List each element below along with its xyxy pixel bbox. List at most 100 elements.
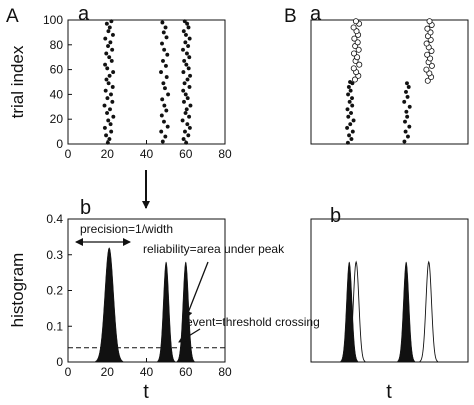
spike <box>405 114 410 119</box>
spike-open <box>423 40 430 47</box>
spike <box>345 125 350 130</box>
spike <box>108 92 113 97</box>
spike-open <box>428 62 435 69</box>
spike <box>160 58 165 63</box>
y-tick-label: 0.4 <box>46 212 63 226</box>
spike <box>349 110 354 115</box>
spike <box>183 40 188 45</box>
spike-open <box>354 39 361 46</box>
spike <box>187 55 192 60</box>
spike <box>183 32 188 37</box>
spike <box>102 103 107 108</box>
spike <box>184 62 189 67</box>
spike <box>345 107 350 112</box>
spike <box>104 21 109 26</box>
event-arrow <box>178 328 201 343</box>
plot-frame-Ba <box>310 19 469 145</box>
spike-open <box>351 76 358 83</box>
histogram-peak <box>95 247 124 363</box>
spike <box>107 137 112 142</box>
spike-open <box>427 29 434 36</box>
spike <box>164 75 169 80</box>
spike <box>105 66 110 71</box>
spike-open <box>350 24 357 31</box>
spike <box>109 58 114 63</box>
spike <box>105 110 110 115</box>
spike <box>404 109 409 114</box>
spike <box>181 99 186 104</box>
spike <box>160 97 165 102</box>
y-tick-label: 0 <box>56 355 63 369</box>
spike <box>186 25 191 30</box>
subpanel-label-Ba: a <box>310 3 322 25</box>
histogram-peak-open <box>346 260 366 363</box>
spike-open <box>355 46 362 53</box>
y-tick-label: 0.2 <box>46 284 63 298</box>
spike <box>348 79 353 84</box>
spike <box>110 84 115 89</box>
spike <box>107 55 112 60</box>
annotation-event: event=threshold crossing <box>186 315 320 329</box>
spike <box>164 35 169 40</box>
y-tick-label: 0.3 <box>46 248 63 262</box>
x-tick-label: 20 <box>101 147 115 161</box>
spike <box>103 36 108 41</box>
spike-open <box>424 77 431 84</box>
spike <box>106 29 111 34</box>
spike <box>405 94 410 99</box>
spike <box>182 19 187 24</box>
spike <box>403 119 408 124</box>
spike <box>161 30 166 35</box>
spike <box>347 133 352 138</box>
spike <box>181 29 186 34</box>
spike-open <box>424 51 431 58</box>
spike <box>159 70 164 75</box>
spike <box>163 134 168 139</box>
spike <box>345 140 350 145</box>
spike <box>110 99 115 104</box>
spike <box>107 25 112 30</box>
x-tick-label: 40 <box>140 147 154 161</box>
y-tick-label: 20 <box>50 112 64 126</box>
spike <box>164 108 169 113</box>
spike <box>402 139 407 144</box>
spike <box>182 129 187 134</box>
spike <box>347 99 352 104</box>
x-tick-label: 40 <box>140 365 154 379</box>
spike <box>104 51 109 56</box>
spike <box>188 73 193 78</box>
histogram-peak-filled <box>340 261 359 363</box>
spike-open <box>354 54 361 61</box>
spike <box>181 70 186 75</box>
y-tick-label: 100 <box>43 13 63 27</box>
spike <box>403 129 408 134</box>
histogram-peak-filled <box>397 261 416 363</box>
spike <box>187 36 192 41</box>
spike <box>106 44 111 49</box>
spike <box>111 70 116 75</box>
spike <box>183 92 188 97</box>
spike <box>186 133 191 138</box>
plot-frame-Ab <box>67 218 226 363</box>
spike <box>181 88 186 93</box>
spike <box>160 20 165 25</box>
spike <box>404 81 409 86</box>
spike <box>350 129 355 134</box>
spike <box>185 96 190 101</box>
spike <box>349 137 354 142</box>
spike <box>348 88 353 93</box>
spike <box>350 103 355 108</box>
spike <box>165 124 170 129</box>
spike <box>346 84 351 89</box>
spike <box>108 122 113 127</box>
spike <box>102 125 107 130</box>
subpanel-label-Aa: a <box>78 3 90 25</box>
spike-open <box>350 65 357 72</box>
y-tick-label: 40 <box>50 87 64 101</box>
spike <box>111 114 116 119</box>
x-tick-label: 80 <box>218 147 232 161</box>
spike <box>162 103 167 108</box>
subpanel-label-Bb: b <box>330 205 341 227</box>
spike <box>185 77 190 82</box>
